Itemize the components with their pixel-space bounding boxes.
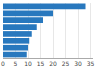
- svg-text:25: 25: [62, 60, 70, 67]
- svg-text:35: 35: [87, 60, 95, 67]
- svg-text:5: 5: [14, 60, 18, 67]
- svg-text:0: 0: [1, 60, 5, 67]
- svg-text:10: 10: [24, 60, 32, 67]
- svg-text:20: 20: [49, 60, 57, 67]
- svg-text:30: 30: [74, 60, 82, 67]
- svg-text:15: 15: [37, 60, 45, 67]
